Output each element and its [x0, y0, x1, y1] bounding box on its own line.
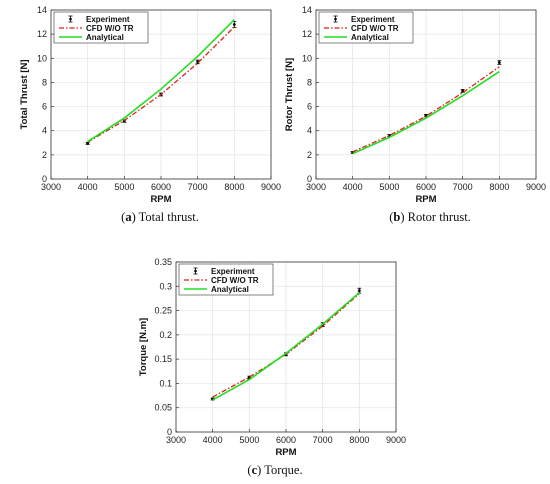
legend-label: Analytical: [211, 285, 249, 294]
axes-frame: [175, 261, 397, 433]
x-tick-label: 3000: [306, 182, 326, 192]
y-tick-label: 0.05: [154, 403, 172, 413]
series-analytical: [87, 19, 235, 143]
y-tick-label: 2: [307, 150, 312, 160]
x-tick-label: 5000: [114, 182, 134, 192]
x-axis-label: RPM: [415, 194, 436, 205]
x-tick-label: 7000: [313, 435, 333, 445]
y-tick-label: 12: [302, 29, 312, 39]
x-tick-label: 6000: [416, 182, 436, 192]
chart-0: 3000 4000 5000 6000 7000 8000 9000 0 2 4 6 8 10 12 14 R…: [19, 5, 281, 224]
series-line: [87, 19, 235, 143]
y-tick-label: 6: [307, 102, 312, 112]
y-tick-label: 4: [42, 126, 47, 136]
x-tick-label: 5000: [379, 182, 399, 192]
x-axis-label: RPM: [150, 194, 171, 205]
y-tick-label: 12: [37, 29, 47, 39]
y-axis-label: Total Thrust [N]: [19, 59, 30, 129]
figure-caption: (b) Rotor thrust.: [389, 210, 471, 224]
series-line: [352, 70, 500, 155]
x-tick-label: 7000: [188, 182, 208, 192]
axes-frame: [50, 9, 272, 180]
y-axis-label: Torque [N.m]: [138, 318, 149, 376]
x-tick-label: 9000: [386, 435, 406, 445]
legend-label: Experiment: [211, 267, 255, 276]
y-tick-label: 0.3: [159, 281, 172, 291]
data-point: [357, 289, 361, 293]
y-tick-label: 8: [42, 77, 47, 87]
data-point: [232, 23, 236, 26]
x-tick-label: 3000: [41, 182, 61, 192]
legend-marker: [69, 17, 72, 21]
x-tick-label: 6000: [276, 435, 296, 445]
x-tick-label: 4000: [343, 182, 363, 192]
y-tick-label: 0: [42, 174, 47, 184]
legend-marker: [334, 17, 337, 21]
y-tick-label: 0.2: [159, 330, 172, 340]
x-tick-label: 9000: [261, 182, 281, 192]
series-line: [212, 291, 360, 401]
y-tick-label: 10: [302, 53, 312, 63]
x-tick-label: 4000: [203, 435, 223, 445]
x-tick-label: 8000: [349, 435, 369, 445]
series-line: [87, 26, 235, 143]
series-cfd-w-o-tr: [87, 26, 235, 143]
series-cfd-w-o-tr: [352, 66, 500, 153]
x-tick-label: 8000: [224, 182, 244, 192]
x-tick-label: 6000: [151, 182, 171, 192]
y-tick-label: 0.35: [154, 257, 172, 267]
x-tick-label: 9000: [526, 182, 546, 192]
series-analytical: [352, 70, 500, 155]
legend-label: Analytical: [86, 33, 124, 42]
chart-1: 3000 4000 5000 6000 7000 8000 9000 0 2 4 6 8 10 12 14 R…: [284, 5, 546, 224]
legend-box: [318, 11, 414, 44]
y-tick-label: 0.1: [159, 378, 172, 388]
legend-label: CFD W/O TR: [351, 24, 399, 33]
legend-label: Experiment: [86, 15, 130, 24]
legend-label: CFD W/O TR: [86, 24, 134, 33]
chart-2: 3000 4000 5000 6000 7000 8000 9000 0 0.05 0.1 0.15…: [138, 257, 406, 477]
y-tick-label: 4: [307, 126, 312, 136]
y-tick-label: 0.15: [154, 354, 172, 364]
legend-marker: [194, 269, 197, 273]
axes-frame: [315, 9, 537, 180]
y-axis-label: Rotor Thrust [N]: [284, 58, 295, 131]
y-tick-label: 10: [37, 53, 47, 63]
x-tick-label: 5000: [239, 435, 259, 445]
data-point: [86, 141, 90, 145]
series-line: [352, 66, 500, 153]
legend-label: Analytical: [351, 33, 389, 42]
y-tick-label: 8: [307, 77, 312, 87]
x-axis-label: RPM: [275, 447, 296, 458]
y-tick-label: 6: [42, 102, 47, 112]
y-tick-label: 0.25: [154, 306, 172, 316]
figure-caption: (a) Total thrust.: [121, 210, 199, 224]
x-tick-label: 3000: [166, 435, 186, 445]
y-tick-label: 0: [307, 174, 312, 184]
x-tick-label: 4000: [78, 182, 98, 192]
legend-label: Experiment: [351, 15, 395, 24]
x-tick-label: 7000: [453, 182, 473, 192]
y-tick-label: 14: [37, 5, 47, 15]
y-tick-label: 2: [42, 150, 47, 160]
figure-caption: (c) Torque.: [247, 463, 302, 477]
series-analytical: [212, 291, 360, 401]
y-tick-label: 14: [302, 5, 312, 15]
data-point: [497, 61, 501, 64]
legend-label: CFD W/O TR: [211, 276, 259, 285]
y-tick-label: 0: [167, 427, 172, 437]
x-tick-label: 8000: [489, 182, 509, 192]
